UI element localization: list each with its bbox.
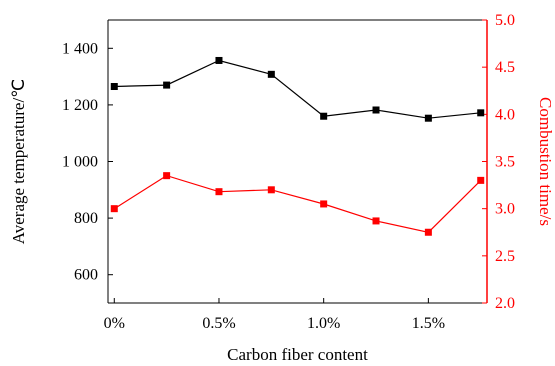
right-y-tick-label: 2.0 — [495, 295, 515, 312]
left-y-tick-label: 1 000 — [62, 154, 98, 171]
right-y-tick-label: 4.0 — [495, 106, 515, 123]
series-1-point — [320, 112, 328, 120]
x-axis-title: Carbon fiber content — [227, 345, 368, 364]
series-2-point — [320, 200, 328, 208]
series-1-point — [110, 83, 118, 91]
series-1-point — [163, 81, 171, 89]
right-y-tick-label: 4.5 — [495, 59, 515, 76]
x-axis: 0% 0.5% 1.0% 1.5% — [104, 298, 445, 332]
series-2-point — [110, 205, 118, 213]
x-tick-label: 0.5% — [202, 315, 235, 332]
left-y-axis: 600 800 1 000 1 200 1 400 — [62, 40, 113, 284]
series-1-point — [215, 56, 223, 64]
series-2-line — [113, 174, 482, 233]
right-y-tick-label: 3.5 — [495, 154, 515, 171]
series-1-point — [477, 109, 485, 117]
series-1-point — [267, 70, 275, 78]
left-y-tick-label: 800 — [74, 210, 98, 227]
series-2-point — [372, 217, 380, 225]
left-y-tick-label: 1 400 — [62, 40, 98, 57]
series-2-point — [215, 188, 223, 196]
right-y-tick-label: 5.0 — [495, 12, 515, 29]
right-y-tick-label: 2.5 — [495, 248, 515, 265]
left-y-axis-title: Average temperature/℃ — [9, 79, 28, 245]
x-tick-label: 1.0% — [307, 315, 340, 332]
right-y-axis-title: Combustion time/s — [536, 97, 555, 226]
left-y-tick-label: 1 200 — [62, 97, 98, 114]
series-2-point — [477, 176, 485, 184]
series-1-line — [114, 59, 481, 119]
left-y-tick-label: 600 — [74, 267, 98, 284]
series-1-point — [372, 106, 380, 114]
series-1-point — [424, 114, 432, 122]
plot-frame — [107, 19, 488, 304]
x-tick-label: 0% — [104, 315, 125, 332]
x-tick-label: 1.5% — [412, 315, 445, 332]
right-y-tick-label: 3.0 — [495, 201, 515, 218]
series-layer — [110, 56, 485, 236]
series-2-point — [267, 186, 275, 194]
series-2-point — [163, 172, 171, 180]
right-y-axis: 2.0 2.5 3.0 3.5 4.0 4.5 5.0 — [482, 12, 515, 312]
series-2-point — [424, 228, 432, 236]
